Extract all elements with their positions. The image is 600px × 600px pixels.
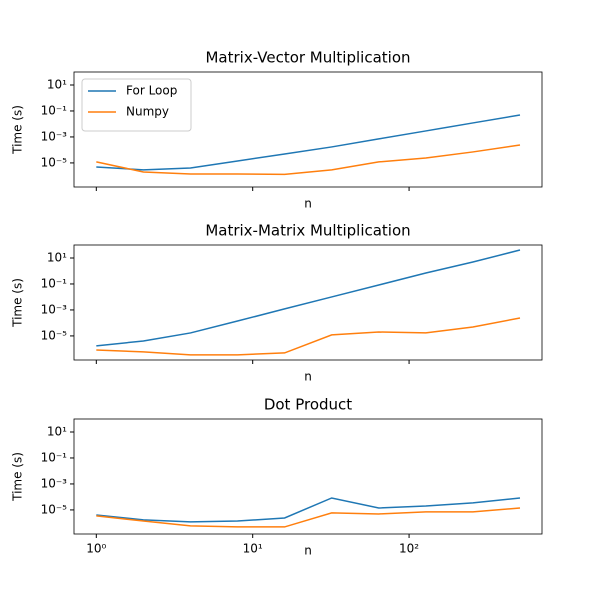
x-axis-label: n (304, 370, 312, 384)
y-tick-label: 10¹ (47, 250, 67, 264)
series-line (96, 317, 521, 356)
y-axis-label: Time (s) (11, 452, 25, 502)
x-tick-label: 10⁰ (86, 542, 106, 556)
x-axis-label: n (304, 544, 312, 558)
legend-box (81, 78, 192, 132)
x-axis-label: n (304, 197, 312, 211)
axes-frame (73, 418, 543, 535)
y-axis-label: Time (s) (11, 105, 25, 155)
y-tick-label: 10¹ (47, 424, 67, 438)
axes-frame (73, 71, 543, 188)
x-tick-label: 10¹ (243, 542, 263, 556)
axes-frame (73, 244, 543, 361)
y-tick-label: 10⁻³ (41, 129, 68, 143)
y-axis-label: Time (s) (11, 278, 25, 328)
subplot: Matrix-Matrix Multiplication Time (s) n 10¹… (11, 222, 543, 384)
y-tick-label: 10⁻¹ (41, 450, 68, 464)
y-tick-label: 10⁻⁵ (41, 328, 68, 342)
chart-title: Dot Product (264, 396, 352, 414)
legend-label: Numpy (126, 105, 169, 119)
series-line (96, 507, 521, 528)
y-tick-label: 10⁻¹ (41, 276, 68, 290)
subplot: Matrix-Vector Multiplication Time (s) n 10¹… (11, 49, 543, 211)
y-tick-label: 10⁻³ (41, 302, 68, 316)
x-tick-label: 10² (399, 542, 419, 556)
subplot: Dot Product Time (s) n 10¹ 10⁻¹ 10⁻³ 10⁻⁵ 10⁰ 10… (11, 396, 543, 558)
y-tick-label: 10⁻³ (41, 476, 68, 490)
series-line (96, 249, 521, 347)
chart-title: Matrix-Vector Multiplication (205, 49, 410, 67)
series-line (96, 144, 521, 176)
series-line (96, 114, 521, 171)
y-tick-label: 10⁻⁵ (41, 155, 68, 169)
series-line (96, 497, 521, 523)
legend-label: For Loop (126, 84, 177, 98)
y-tick-label: 10⁻¹ (41, 103, 68, 117)
y-tick-label: 10⁻⁵ (41, 502, 68, 516)
y-tick-label: 10¹ (47, 77, 67, 91)
chart-title: Matrix-Matrix Multiplication (205, 222, 410, 240)
